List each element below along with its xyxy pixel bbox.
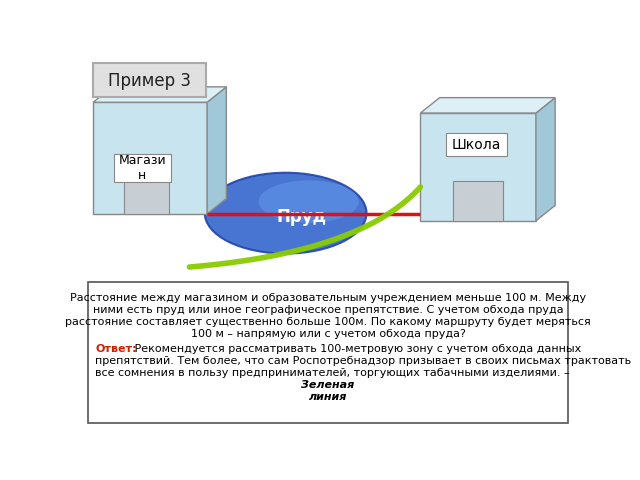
FancyBboxPatch shape [446,133,507,156]
Bar [452,181,503,221]
Text: расстояние составляет существенно больше 100м. По какому маршруту будет меряться: расстояние составляет существенно больше… [65,317,591,327]
Polygon shape [536,97,555,221]
Ellipse shape [259,180,359,223]
Polygon shape [207,87,227,214]
Text: Магази
н: Магази н [118,154,166,182]
Polygon shape [420,113,536,221]
FancyBboxPatch shape [88,282,568,422]
Text: ними есть пруд или иное географическое препятствие. С учетом обхода пруда: ними есть пруд или иное географическое п… [93,305,563,315]
Text: Пример 3: Пример 3 [108,72,191,90]
Text: 100 м – напрямую или с учетом обхода пруда?: 100 м – напрямую или с учетом обхода пру… [191,329,465,339]
Ellipse shape [205,173,367,253]
Text: Рекомендуется рассматривать 100-метровую зону с учетом обхода данных: Рекомендуется рассматривать 100-метровую… [131,344,581,354]
Text: Зеленая: Зеленая [301,380,355,390]
FancyBboxPatch shape [93,63,205,97]
Polygon shape [93,87,227,102]
Text: линия: линия [309,392,347,402]
Text: все сомнения в пользу предпринимателей, торгующих табачными изделиями. –: все сомнения в пользу предпринимателей, … [95,368,570,378]
Text: Расстояние между магазином и образовательным учреждением меньше 100 м. Между: Расстояние между магазином и образовател… [70,293,586,303]
FancyBboxPatch shape [114,154,171,181]
Polygon shape [93,102,207,214]
Bar [124,174,168,214]
Text: Пруд: Пруд [276,208,326,226]
Text: Школа: Школа [452,138,501,152]
Polygon shape [420,97,555,113]
Text: препятствий. Тем более, что сам Роспотребнадзор призывает в своих письмах тракто: препятствий. Тем более, что сам Роспотре… [95,356,632,366]
Text: Ответ:: Ответ: [95,344,137,354]
